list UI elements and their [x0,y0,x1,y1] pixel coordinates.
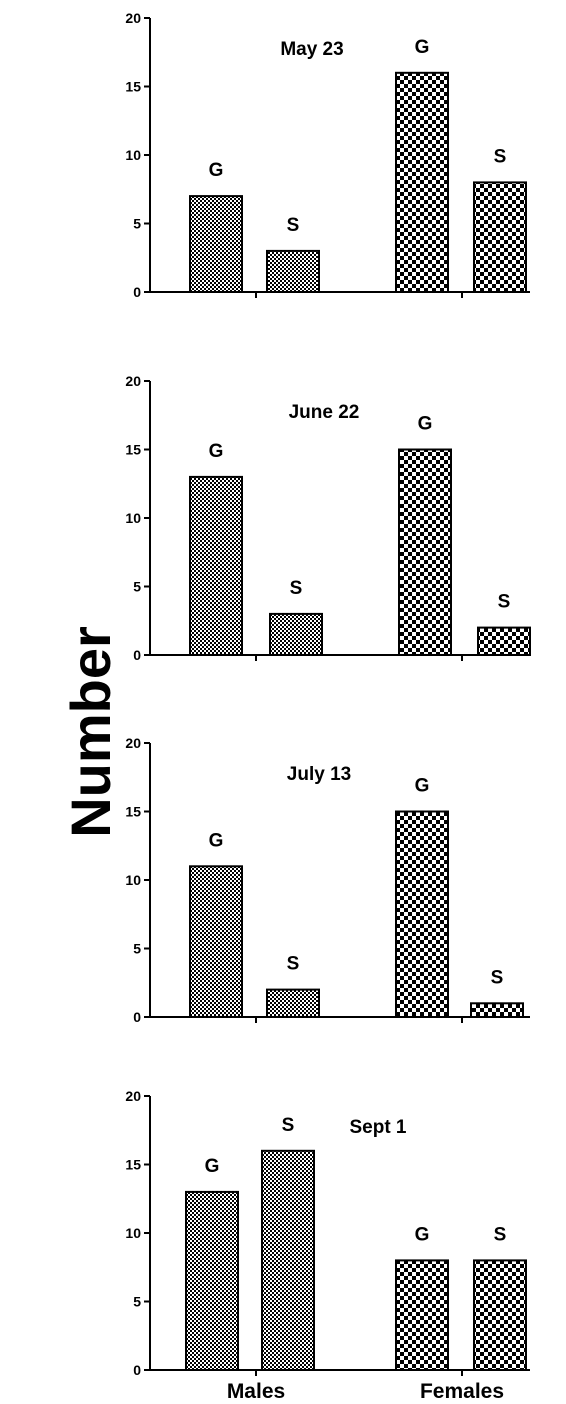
y-tick-label: 15 [125,442,141,458]
chart-panel-3: 0 5 10 15 20 G S G S July 13 [125,735,530,1025]
bar-females-s [473,181,527,293]
bar-label: S [494,146,507,167]
y-tick-label: 20 [125,1088,141,1104]
y-tick-label: 15 [125,804,141,820]
y-tick-label: 5 [133,216,141,232]
y-tick-label: 20 [125,10,141,26]
bar-label: S [287,215,300,236]
y-tick-label: 0 [133,647,141,663]
panel-title: June 22 [289,402,360,423]
y-tick-label: 0 [133,1362,141,1378]
panel-title: July 13 [287,764,351,785]
bar-label: S [282,1115,295,1136]
bar-females-g [398,448,452,656]
bar-males-g [189,475,243,656]
bar-males-g [189,195,243,294]
y-tick-label: 5 [133,579,141,595]
y-tick-label: 10 [125,147,141,163]
y-tick-label: 5 [133,1294,141,1310]
bar-label: G [209,160,224,181]
bar-label: S [491,967,504,988]
bar-label: S [498,592,511,613]
bar-females-s [477,626,531,656]
bar-label: G [209,830,224,851]
bar-females-g [395,71,449,293]
y-tick-label: 0 [133,1009,141,1025]
bar-label: G [418,414,433,435]
bar-females-s [470,1002,524,1018]
category-label-females: Females [420,1380,504,1403]
bar-males-s [266,988,320,1018]
bar-label: S [494,1224,507,1245]
y-tick-label: 20 [125,373,141,389]
y-tick-label: 0 [133,284,141,300]
y-tick-label: 10 [125,872,141,888]
panel-title: May 23 [280,39,343,60]
chart-panel-2: 0 5 10 15 20 G S G S June 22 [125,373,531,663]
bar-label: G [209,441,224,462]
bar-males-s [261,1149,315,1372]
bar-label: G [205,1156,220,1177]
bar-label: G [415,37,430,58]
bar-label: G [415,776,430,797]
bar-label: S [290,578,303,599]
bar-label: S [287,954,300,975]
bar-males-g [189,865,243,1018]
y-axis-title: Number [59,626,122,838]
category-labels: Males Females [227,1380,504,1403]
y-tick-label: 10 [125,1225,141,1241]
y-tick-label: 10 [125,510,141,526]
bar-males-s [266,249,320,293]
bar-females-g [395,810,449,1018]
bar-males-s [269,612,323,657]
y-tick-label: 5 [133,941,141,957]
bar-females-s [473,1259,527,1372]
panel-title: Sept 1 [349,1117,406,1138]
y-tick-label: 15 [125,79,141,95]
chart-panel-4: 0 5 10 15 20 G S G S Sept 1 [125,1088,530,1378]
bar-males-g [185,1190,239,1372]
panels-layer: 0 5 10 15 20 G S G S May 23 0 5 10 15 20 G S G S June 22 0 5 1… [125,10,531,1378]
y-tick-label: 20 [125,735,141,751]
category-label-males: Males [227,1380,285,1403]
bar-label: G [415,1224,430,1245]
y-tick-label: 15 [125,1157,141,1173]
chart-panel-1: 0 5 10 15 20 G S G S May 23 [125,10,530,300]
bar-females-g [395,1259,449,1372]
